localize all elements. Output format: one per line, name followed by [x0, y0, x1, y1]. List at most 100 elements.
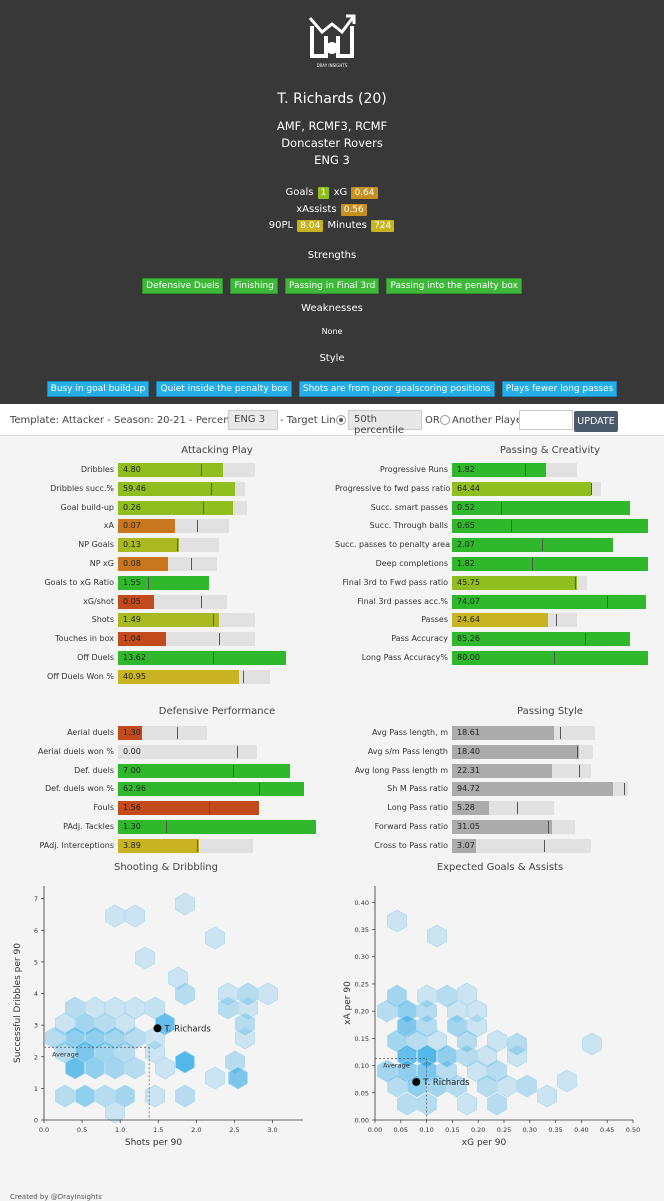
another-player-input[interactable]: [519, 410, 573, 430]
density-hex: [115, 1040, 135, 1064]
target-tick: [201, 464, 203, 476]
y-tick-label: 0.20: [355, 1008, 369, 1016]
metric-label: Shots: [91, 615, 114, 625]
percentile-fill: 40.95: [118, 669, 239, 684]
density-hex: [467, 1014, 487, 1038]
density-hex: [437, 1044, 457, 1068]
player-team: Doncaster Rovers: [281, 136, 383, 150]
density-hex: [105, 996, 125, 1020]
metric-label: PAdj. Interceptions: [39, 840, 114, 850]
density-hex: [115, 1084, 135, 1108]
minutes-badge: 724: [371, 220, 395, 232]
strengths-list: Defensive Duels Finishing Passing in Fin…: [0, 273, 664, 294]
metric-value: 62.96: [123, 784, 146, 794]
stats-line-1: Goals 1 xG 0.64: [0, 187, 664, 199]
density-hex: [557, 1069, 577, 1093]
percentile-track: 1.55: [118, 575, 210, 590]
x-axis-label: xG per 90: [462, 1138, 507, 1148]
density-hex: [75, 1084, 95, 1108]
x-tick-label: 0.10: [419, 1126, 433, 1134]
percentile-track: 24.64: [452, 613, 578, 628]
percentile-fill: 1.56: [118, 801, 259, 816]
percentile-radio[interactable]: [336, 415, 346, 425]
footer-credit: Created by @DrayInsights: [10, 1193, 102, 1201]
panel-title: Defensive Performance: [158, 706, 276, 717]
metric-value: 2.07: [457, 540, 475, 550]
scatter-shooting-dribbling: 0.0 0.5 1.0 1.5 2.0 2.5 3.0 0 1 2 3 4 5 6 7 Average T. R…: [13, 886, 303, 1148]
style-tag: Quiet inside the penalty box: [156, 381, 292, 397]
density-hex: [507, 1032, 527, 1056]
percentile-field[interactable]: 50th percentile: [348, 410, 422, 436]
player-point: [153, 1024, 162, 1033]
target-tick: [236, 745, 238, 758]
league-select[interactable]: ENG 3: [228, 410, 278, 430]
density-hex: [387, 1074, 407, 1098]
target-tick: [532, 558, 534, 570]
target-tick: [510, 520, 512, 533]
density-hex: [205, 926, 225, 950]
target-tick: [213, 614, 215, 627]
percentile-fill: 1.49: [118, 613, 219, 628]
density-hex: [228, 1066, 248, 1090]
density-hex: [437, 1059, 457, 1083]
density-hex: [407, 1029, 427, 1053]
metric-value: 80.00: [457, 653, 480, 662]
density-hex: [95, 1012, 115, 1036]
density-hex: [145, 1040, 165, 1064]
goals-badge: 1: [317, 187, 330, 199]
metric-value: 94.72: [457, 784, 480, 794]
density-hex: [105, 904, 125, 928]
brand-logo: DRAY INSIGHTS: [308, 14, 356, 68]
metric-value: 22.31: [457, 765, 480, 775]
x-tick-label: 1.0: [115, 1126, 125, 1134]
x-tick-label: 0.0: [39, 1126, 49, 1134]
density-hex: [397, 1092, 417, 1116]
density-hex: [145, 996, 165, 1020]
y-tick-label: 5: [34, 958, 38, 966]
metric-value: 1.30: [123, 822, 141, 831]
metric-value: 0.26: [123, 502, 141, 512]
target-tick: [197, 839, 199, 852]
target-tick: [213, 652, 215, 664]
percentile-fill: 24.64: [452, 613, 549, 628]
density-hex: [75, 1040, 95, 1064]
metric-label: Succ. smart passes: [370, 502, 448, 512]
metric-label: Deep completions: [375, 559, 448, 568]
x-tick-label: 2.0: [191, 1126, 201, 1134]
percentile-fill: 74.07: [452, 594, 647, 609]
percentile-track: 0.65: [452, 519, 648, 534]
percentile-track: 18.40: [452, 744, 594, 759]
metric-value: 3.89: [123, 840, 141, 850]
density-hex: [218, 996, 238, 1020]
metric-label: Off Duels Won %: [47, 671, 114, 681]
metric-label: NP Goals: [78, 540, 114, 550]
density-hex: [45, 1026, 65, 1050]
template-bar: Template: Attacker - Season: 20-21 - Per…: [0, 404, 664, 436]
density-hex: [85, 1026, 105, 1050]
percentile-track: 0.13: [118, 538, 219, 553]
metric-value: 0.08: [123, 559, 141, 568]
percentile-fill: 0.26: [118, 500, 233, 515]
another-player-radio[interactable]: [440, 415, 450, 425]
density-hex: [457, 982, 477, 1006]
density-hex: [85, 1056, 105, 1080]
update-button[interactable]: UPDATE: [574, 411, 618, 432]
density-hex: [205, 1066, 225, 1090]
density-hex: [105, 1100, 125, 1124]
percentile-track: 1.82: [452, 463, 578, 477]
metric-label: PAdj. Tackles: [63, 822, 114, 831]
x-tick-label: 2.5: [229, 1126, 239, 1134]
density-hex: [477, 1044, 497, 1068]
density-hex: [377, 1059, 397, 1083]
target-tick: [177, 727, 179, 739]
density-hex: [125, 1056, 145, 1080]
density-hex: [377, 999, 397, 1023]
y-tick-label: 0.30: [355, 953, 369, 961]
metric-label: Avg s/m Pass length: [367, 746, 448, 756]
metric-value: 4.80: [123, 465, 141, 474]
density-hex: [125, 996, 145, 1020]
style-tag: Plays fewer long passes: [501, 381, 618, 397]
density-hex: [417, 1092, 437, 1116]
density-hex: [175, 1084, 195, 1108]
player-positions: AMF, RCMF3, RCMF: [276, 119, 388, 133]
